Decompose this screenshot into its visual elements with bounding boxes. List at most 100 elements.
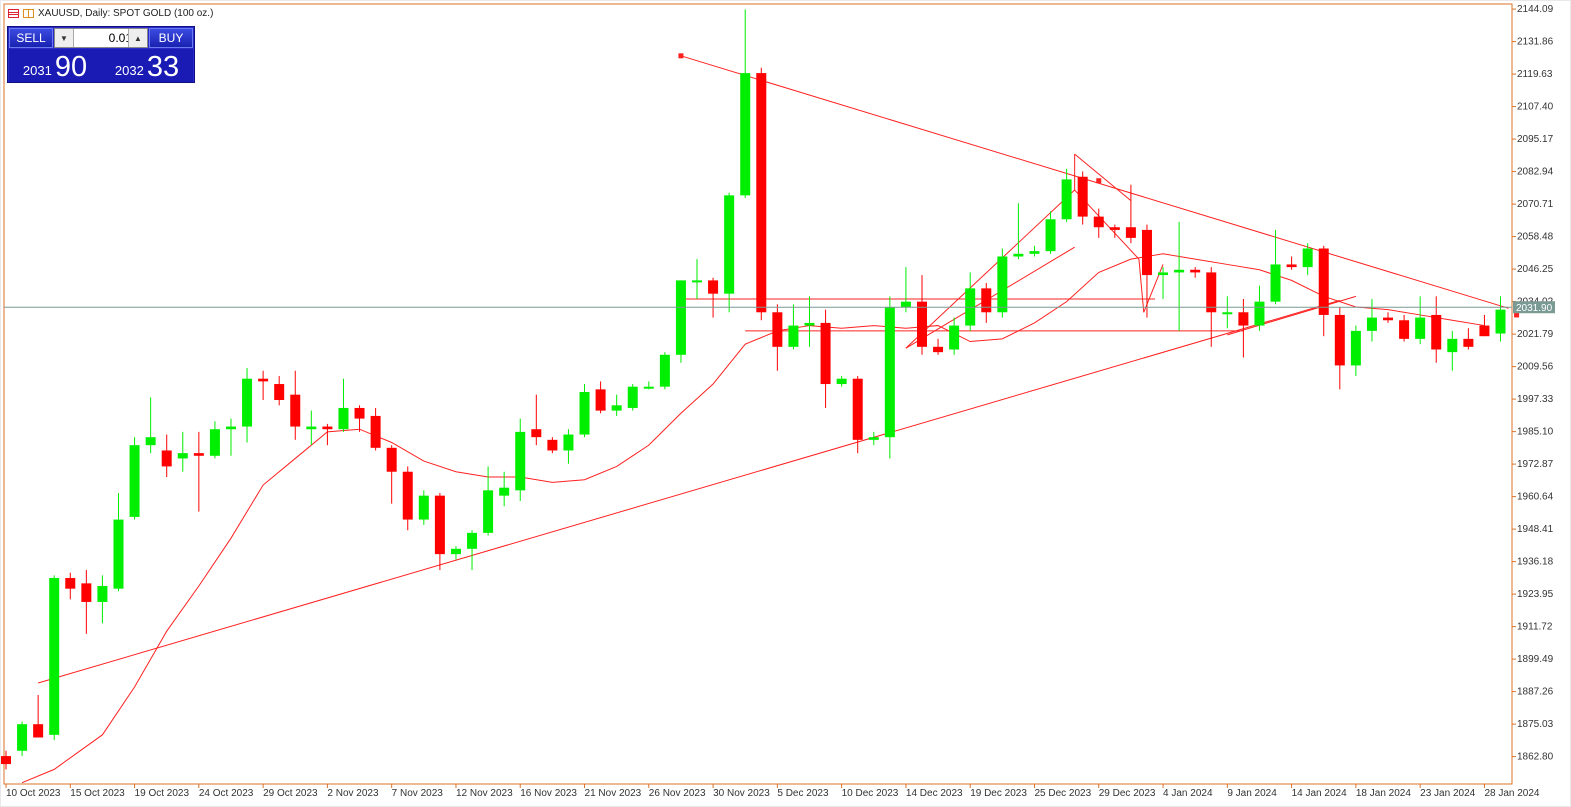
y-tick-label: 2107.40 bbox=[1517, 102, 1554, 113]
y-tick-label: 1923.95 bbox=[1517, 589, 1554, 600]
anchor-marker bbox=[678, 53, 684, 59]
candle-body bbox=[852, 378, 863, 440]
candle-body bbox=[402, 471, 413, 520]
candle-body bbox=[225, 426, 236, 430]
lot-size-input[interactable] bbox=[74, 29, 134, 47]
candle-body bbox=[1350, 330, 1361, 366]
candle-body bbox=[370, 415, 381, 448]
candle-body bbox=[306, 426, 317, 430]
candle-body bbox=[675, 280, 686, 355]
candle-body bbox=[1158, 272, 1169, 276]
candle-body bbox=[1495, 309, 1506, 334]
candle-body bbox=[868, 437, 879, 440]
x-tick-label: 26 Nov 2023 bbox=[649, 788, 706, 799]
x-tick-label: 23 Jan 2024 bbox=[1420, 788, 1475, 799]
chart-title: XAUUSD, Daily: SPOT GOLD (100 oz.) bbox=[38, 8, 214, 19]
candle-body bbox=[97, 586, 108, 602]
candle-body bbox=[33, 724, 44, 738]
y-tick-label: 1899.49 bbox=[1517, 654, 1554, 665]
anchor-marker bbox=[1514, 312, 1520, 318]
candle-body bbox=[1399, 320, 1410, 339]
candle-body bbox=[161, 450, 172, 467]
candle-body bbox=[49, 578, 60, 735]
chart-header: XAUUSD, Daily: SPOT GOLD (100 oz.) bbox=[8, 8, 213, 19]
candle-body bbox=[322, 426, 333, 430]
x-tick-label: 25 Dec 2023 bbox=[1034, 788, 1091, 799]
candle-body bbox=[1447, 338, 1458, 353]
increase-lot-icon[interactable]: ▲ bbox=[128, 29, 147, 47]
chart-properties-icon[interactable] bbox=[23, 9, 34, 18]
sell-price-display[interactable]: 2031 90 bbox=[9, 49, 101, 82]
candle-body bbox=[981, 288, 992, 313]
y-tick-label: 2119.63 bbox=[1517, 69, 1553, 80]
candle-body bbox=[708, 280, 719, 294]
candle-body bbox=[1190, 269, 1201, 273]
candle-body bbox=[1286, 264, 1297, 268]
y-tick-label: 1972.87 bbox=[1517, 459, 1554, 470]
candle-body bbox=[483, 490, 494, 533]
candle-body bbox=[547, 439, 558, 451]
candle-body bbox=[756, 73, 767, 313]
candle-body bbox=[1013, 253, 1024, 257]
candle-body bbox=[354, 407, 365, 419]
one-click-trading-panel: SELL ▼ ▲ BUY 2031 90 2032 33 bbox=[7, 26, 195, 83]
ascending-trendline bbox=[37, 299, 1340, 684]
candle-body bbox=[1206, 272, 1217, 313]
x-tick-label: 24 Oct 2023 bbox=[199, 788, 254, 799]
candle-body bbox=[627, 386, 638, 408]
candle-body bbox=[1270, 264, 1281, 302]
x-tick-label: 5 Dec 2023 bbox=[777, 788, 829, 799]
zigzag-5 bbox=[1138, 259, 1145, 313]
candle-body bbox=[1061, 179, 1072, 220]
sell-button[interactable]: SELL bbox=[9, 28, 53, 48]
candle-body bbox=[258, 378, 269, 382]
candle-body bbox=[1479, 325, 1490, 337]
candle-body bbox=[949, 325, 960, 350]
decrease-lot-icon[interactable]: ▼ bbox=[55, 29, 74, 47]
candle-body bbox=[563, 434, 574, 451]
zigzag-1 bbox=[905, 189, 1075, 349]
candle-body bbox=[1238, 312, 1249, 326]
y-tick-label: 1960.64 bbox=[1517, 492, 1554, 503]
zigzag-7 bbox=[1227, 295, 1357, 336]
y-tick-label: 2009.56 bbox=[1517, 362, 1554, 373]
y-tick-label: 2058.48 bbox=[1517, 232, 1554, 243]
candle-body bbox=[113, 519, 124, 589]
y-tick-label: 1997.33 bbox=[1517, 394, 1554, 405]
y-tick-label: 2070.71 bbox=[1517, 199, 1554, 210]
candle-body bbox=[450, 548, 461, 555]
chart-menu-icon[interactable] bbox=[8, 9, 19, 18]
zigzag-3 bbox=[1074, 153, 1132, 202]
y-tick-label: 1862.80 bbox=[1517, 752, 1554, 763]
candle-body bbox=[1366, 317, 1377, 331]
candle-body bbox=[515, 431, 526, 491]
buy-button[interactable]: BUY bbox=[149, 28, 193, 48]
x-tick-label: 30 Nov 2023 bbox=[713, 788, 770, 799]
candle-body bbox=[1174, 269, 1185, 273]
candle-body bbox=[595, 389, 606, 411]
x-tick-label: 15 Oct 2023 bbox=[70, 788, 125, 799]
plot-area bbox=[3, 3, 1513, 785]
buy-price-small: 2032 bbox=[114, 63, 144, 78]
y-tick-label: 2131.86 bbox=[1517, 37, 1554, 48]
x-tick-label: 14 Dec 2023 bbox=[906, 788, 963, 799]
x-tick-label: 10 Oct 2023 bbox=[6, 788, 61, 799]
x-tick-label: 16 Nov 2023 bbox=[520, 788, 577, 799]
candle-body bbox=[274, 384, 285, 400]
candle-body bbox=[209, 429, 220, 456]
candle-body bbox=[579, 392, 590, 435]
candle-body bbox=[933, 346, 944, 353]
candle-body bbox=[692, 280, 703, 283]
candle-body bbox=[724, 195, 735, 294]
y-tick-label: 2046.25 bbox=[1517, 264, 1554, 275]
current-price-label: 2031.90 bbox=[1516, 303, 1553, 314]
x-tick-label: 19 Dec 2023 bbox=[970, 788, 1027, 799]
sell-price-small: 2031 bbox=[22, 63, 52, 78]
candle-body bbox=[820, 322, 831, 385]
buy-price-display[interactable]: 2032 33 bbox=[101, 49, 193, 82]
anchor-marker bbox=[1096, 178, 1102, 184]
candle-body bbox=[916, 301, 927, 347]
candle-body bbox=[997, 256, 1008, 313]
candle-body bbox=[1415, 317, 1426, 339]
